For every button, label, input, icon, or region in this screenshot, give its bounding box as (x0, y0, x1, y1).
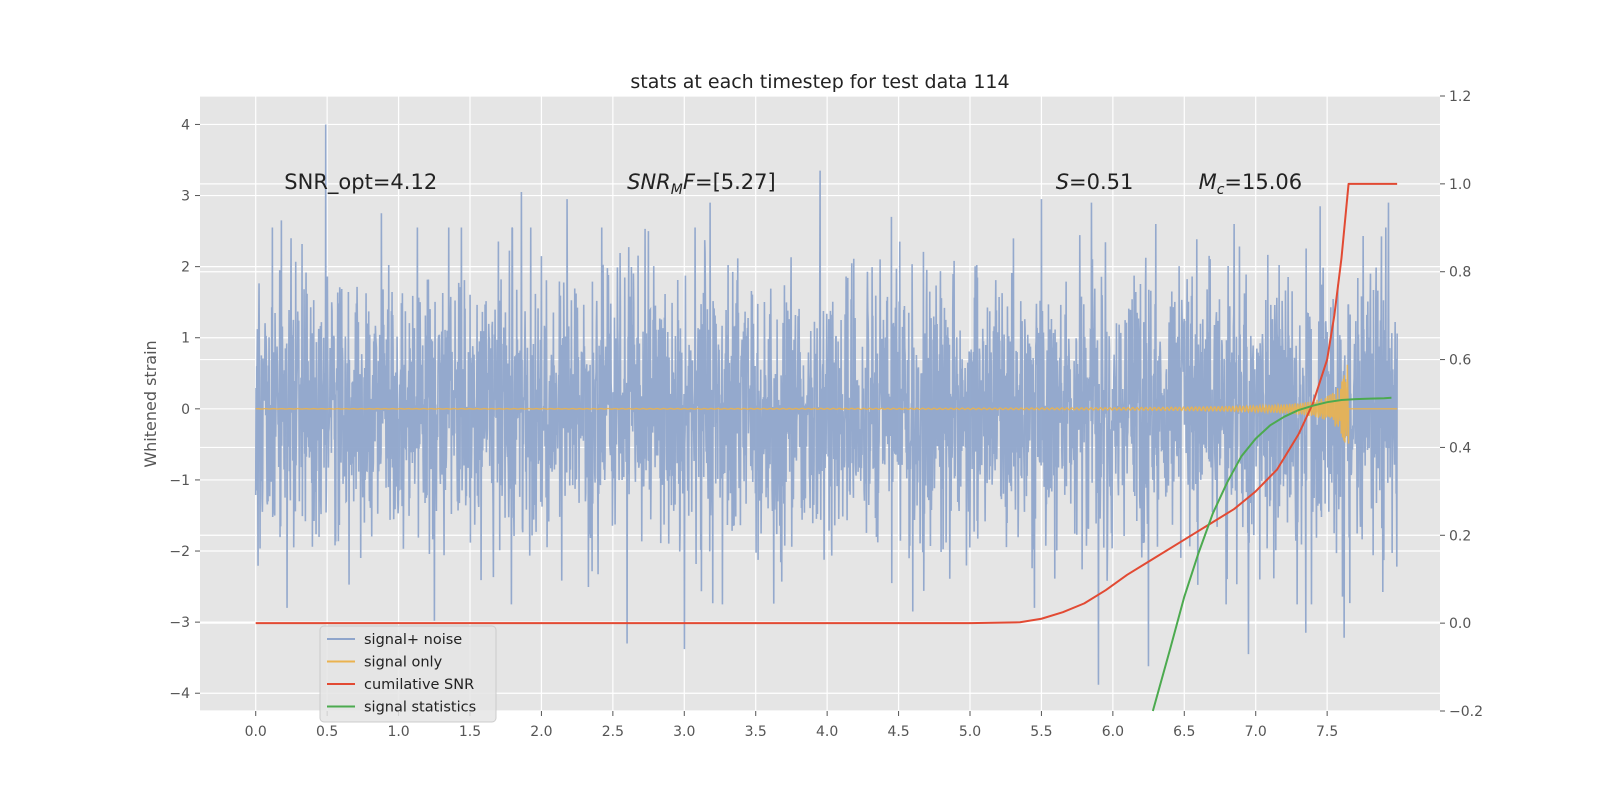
x-tick-label: 1.0 (387, 724, 409, 740)
x-tick-label: 2.0 (530, 724, 552, 740)
x-tick-label: 0.5 (316, 724, 338, 740)
x-tick-label: 0.0 (245, 724, 267, 740)
annotation-snr_opt: SNR_opt=4.12 (284, 170, 437, 195)
x-tick-label: 6.0 (1102, 724, 1124, 740)
legend-label: signal+ noise (364, 632, 462, 648)
legend-label: signal only (364, 655, 443, 671)
y-axis-label: Whitened strain (141, 340, 160, 467)
series-signal-statistics (1151, 396, 1392, 712)
x-tick-label: 5.0 (959, 724, 981, 740)
y2-tick-label: 0.0 (1449, 616, 1471, 632)
series-signal-only (255, 364, 1398, 444)
y-tick-label: 3 (181, 189, 190, 205)
y-tick-label: 4 (181, 117, 190, 133)
x-tick-label: 5.5 (1030, 724, 1052, 740)
x-tick-label: 3.5 (745, 724, 767, 740)
y-tick-label: 1 (181, 331, 190, 347)
y2-tick-label: 0.4 (1449, 440, 1471, 456)
x-tick-label: 6.5 (1173, 724, 1195, 740)
annotation-snr_mf: SNRMF=[5.27] (627, 170, 776, 198)
y2-tick-label: 1.0 (1449, 177, 1471, 193)
x-tick-label: 7.0 (1245, 724, 1267, 740)
x-tick-label: 2.5 (602, 724, 624, 740)
x-tick-label: 4.5 (887, 724, 909, 740)
y2-tick-label: 0.6 (1449, 353, 1471, 369)
y-tick-label: 0 (181, 402, 190, 418)
legend-label: signal statistics (364, 700, 476, 716)
y-tick-label: −3 (169, 615, 190, 631)
y-tick-label: −4 (169, 686, 190, 702)
y-tick-label: −1 (169, 473, 190, 489)
y-tick-label: 2 (181, 260, 190, 276)
chart-title: stats at each timestep for test data 114 (630, 71, 1009, 93)
annotations: SNR_opt=4.12 SNRMF=[5.27] S=0.51 Mc=15.06 (284, 170, 1302, 198)
series-cumulative-snr (255, 182, 1398, 625)
y-tick-label: −2 (169, 544, 190, 560)
y2-tick-label: −0.2 (1449, 704, 1483, 720)
legend: signal+ noise signal only cumilative SNR si… (319, 625, 497, 723)
x-tick-label: 7.5 (1316, 724, 1338, 740)
y2-tick-label: 1.2 (1449, 89, 1471, 105)
x-tick-label: 3.0 (673, 724, 695, 740)
series-signal-noise (254, 124, 1398, 685)
annotation-s_stat: S=0.51 (1056, 170, 1134, 194)
y2-tick-label: 0.2 (1449, 528, 1471, 544)
y2-tick-label: 0.8 (1449, 265, 1471, 281)
annotation-mc: Mc=15.06 (1199, 170, 1303, 198)
x-tick-label: 1.5 (459, 724, 481, 740)
series-layer (254, 124, 1398, 712)
x-tick-label: 4.0 (816, 724, 838, 740)
legend-box (319, 625, 497, 723)
axis-ticks: 0.0 0.5 1.0 1.5 2.0 2.5 3.0 3.5 4.0 4.5 5.0 5.5 6.0 6… (169, 89, 1483, 740)
legend-label: cumilative SNR (364, 677, 474, 693)
